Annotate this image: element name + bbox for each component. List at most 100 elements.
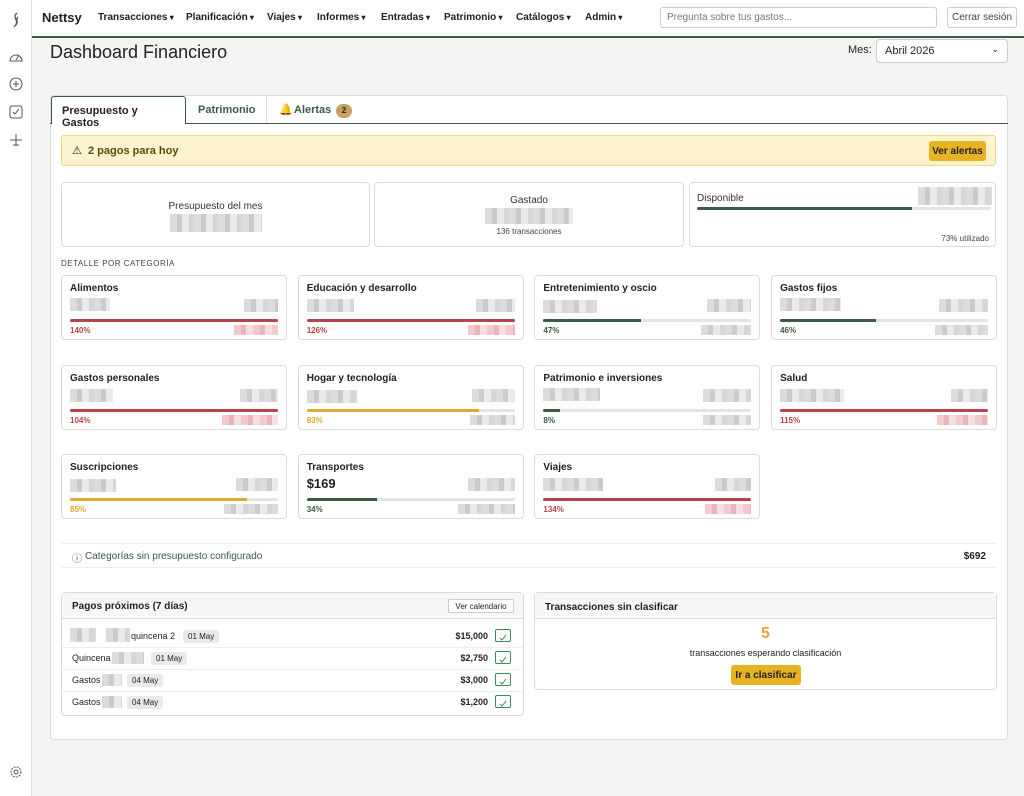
nav-item[interactable]: Entradas [381,12,430,23]
mark-paid-button[interactable] [495,651,511,664]
dashboard-icon[interactable] [9,50,23,62]
category-name: Alimentos [70,283,119,294]
nav-item[interactable]: Informes [317,12,365,23]
redacted [112,652,144,664]
warning-icon: ⚠ [72,145,82,157]
tab-active[interactable]: Presupuesto y Gastos [51,96,186,129]
redacted [939,299,989,312]
redacted [306,389,357,403]
category-name: Salud [780,372,808,384]
add-icon[interactable] [9,77,23,91]
category-percent: 85% [70,505,87,514]
category-track [780,408,989,412]
nav-item[interactable]: Planificación [186,12,254,23]
redacted [951,388,989,402]
settings-icon[interactable] [9,765,23,779]
category-bar [543,319,642,322]
travel-icon[interactable] [9,133,23,147]
spent-card: Gastado 136 transacciones [374,182,684,247]
upcoming-title: Pagos próximos (7 días) [72,601,188,612]
mark-paid-button[interactable] [495,673,511,686]
category-percent: 140% [70,326,91,335]
logout-button[interactable]: Cerrar sesión [947,7,1017,28]
redacted [306,299,354,312]
sidebar [0,0,32,796]
brand[interactable]: Nettsy [42,10,82,25]
category-bar [70,498,247,501]
category-card: Educación y desarrollo 126% [297,275,524,340]
budget-card: Presupuesto del mes [61,182,370,247]
category-card: Patrimonio e inversiones 8% [534,364,761,430]
nav-item[interactable]: Catálogos [516,12,571,23]
alert-text: 2 pagos para hoy [88,145,179,157]
redacted [170,214,262,232]
panel-header [535,593,996,619]
category-card: Gastos personales 104% [61,364,287,430]
nav-item[interactable]: Transacciones [98,12,174,23]
category-percent: 46% [780,326,797,335]
page-title: Dashboard Financiero [50,42,228,62]
payment-amount: $15,000 [455,631,488,641]
classify-button[interactable]: Ir a clasificar [731,665,801,685]
redacted [471,388,515,402]
alert-banner: ⚠ 2 pagos para hoy Ver alertas [61,135,996,166]
category-name: Hogar y tecnología [306,372,397,384]
payment-row: quincena 2 01 May $15,000 [62,626,523,648]
payment-date: 01 May [151,652,188,665]
payment-date: 04 May [127,674,164,687]
redacted [780,298,842,311]
category-bar [306,319,515,322]
usage-bar [697,207,912,210]
category-amount: $169 [306,476,336,491]
payment-name: Gastos [72,697,101,707]
category-name: Suscripciones [70,462,139,473]
payment-date: 04 May [127,696,164,709]
redacted [70,388,113,402]
category-name: Entretenimiento y oscio [543,283,657,294]
category-card: Entretenimiento y oscio 47% [534,275,761,340]
category-track [70,408,278,412]
tab[interactable]: Alertas [294,104,332,116]
redacted [937,414,989,425]
payment-date: 01 May [183,630,220,643]
alert-button[interactable]: Ver alertas [929,141,986,161]
payment-row: Quincena 01 May $2,750 [62,648,523,670]
nav-item[interactable]: Admin [585,12,622,23]
redacted [707,299,752,312]
category-name: Gastos personales [70,372,160,384]
payment-name: quincena 2 [131,631,176,641]
category-name: Educación y desarrollo [306,283,417,294]
category-bar [306,498,378,501]
check-icon [499,656,507,663]
tab[interactable]: Patrimonio [187,96,267,123]
redacted [935,325,989,335]
category-percent: 104% [70,415,91,425]
nav-item[interactable]: Patrimonio [444,12,502,23]
redacted [70,298,110,311]
redacted [705,504,752,514]
category-percent: 8% [543,415,555,425]
budget-label: Presupuesto del mes [168,201,263,212]
category-track [70,319,278,322]
mark-paid-button[interactable] [495,629,511,642]
check-icon [499,678,507,685]
payment-amount: $3,000 [460,675,488,685]
category-track [306,498,515,501]
spent-label: Gastado [510,195,548,206]
redacted [485,208,573,224]
category-bar [70,408,278,412]
mark-paid-button[interactable] [495,695,511,708]
redacted [475,299,515,312]
search-box[interactable]: Pregunta sobre tus gastos... [660,7,937,28]
category-track [780,319,989,322]
category-percent: 126% [306,326,328,335]
redacted [469,414,515,425]
category-track [306,408,515,412]
month-select[interactable]: Abril 2026 ⌄ [876,39,1008,63]
redacted [457,504,515,514]
nav-item[interactable]: Viajes [267,12,302,23]
redacted [234,325,278,335]
tasks-icon[interactable] [9,105,23,119]
calendar-button[interactable]: Ver calendario [448,599,514,613]
